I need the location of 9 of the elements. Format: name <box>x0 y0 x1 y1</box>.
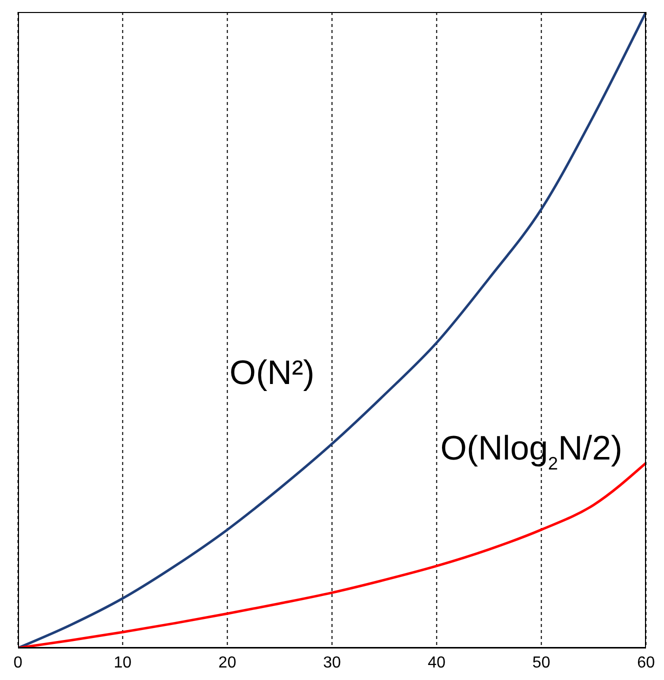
x-tick-label: 60 <box>637 654 655 672</box>
x-tick-label: 10 <box>114 654 132 672</box>
series-label: O(N²) <box>230 354 314 392</box>
x-tick-label: 40 <box>428 654 446 672</box>
series-label: O(Nlog$_{2}$N/2) <box>440 430 622 474</box>
x-tick-label: 0 <box>14 654 23 672</box>
x-tick-label: 30 <box>323 654 341 672</box>
x-tick-label: 20 <box>218 654 236 672</box>
x-tick-label: 50 <box>532 654 550 672</box>
